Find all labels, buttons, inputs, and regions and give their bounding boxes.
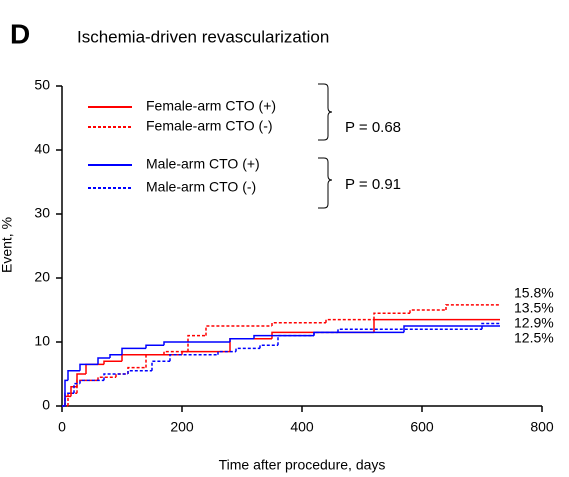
step-segment [97, 357, 110, 365]
step-segment [121, 354, 152, 362]
step-segment [97, 376, 116, 381]
p-value: P = 0.91 [345, 176, 401, 193]
step-segment [169, 354, 218, 362]
legend-label: Female-arm CTO (-) [146, 118, 273, 134]
x-axis-label: Time after procedure, days [219, 457, 386, 473]
step-segment [121, 347, 146, 355]
step-segment [67, 370, 80, 381]
step-segment [271, 322, 326, 326]
step-segment [403, 325, 500, 333]
step-segment [163, 341, 230, 346]
axes [61, 86, 542, 407]
step-segment [79, 363, 98, 371]
end-label: 15.8% [514, 285, 554, 301]
step-segment [229, 338, 254, 342]
step-segment [64, 379, 68, 406]
step-segment [145, 354, 164, 368]
step-segment [109, 354, 122, 358]
end-label: 13.5% [514, 300, 554, 316]
step-segment [325, 318, 374, 323]
legend-bracket [318, 83, 333, 209]
legend-label: Male-arm CTO (+) [146, 156, 260, 172]
x-tick-label: 0 [58, 419, 66, 435]
step-segment [217, 350, 236, 355]
step-segment [145, 344, 164, 349]
end-label: 12.9% [514, 315, 554, 331]
step-segment [187, 334, 206, 352]
step-segment [85, 363, 104, 374]
step-segment [235, 347, 260, 352]
p-value: P = 0.68 [345, 119, 401, 136]
end-label: 12.5% [514, 330, 554, 346]
step-segment [79, 379, 104, 384]
y-tick-label: 20 [34, 269, 50, 285]
y-tick-label: 40 [34, 141, 50, 157]
step-segment [259, 344, 278, 349]
step-segment [373, 312, 410, 320]
step-segment [409, 309, 446, 314]
step-segment [127, 370, 152, 374]
y-tick-label: 0 [42, 397, 50, 413]
x-tick-label: 200 [170, 419, 194, 435]
step-segment [445, 304, 500, 310]
y-axis-label: Event, % [0, 217, 15, 273]
y-tick-label: 50 [34, 77, 50, 93]
y-tick-label: 10 [34, 333, 50, 349]
step-segment [205, 325, 272, 336]
step-segment [277, 334, 314, 346]
step-segment [76, 379, 98, 394]
panel-label: D [10, 18, 30, 49]
x-tick-label: 600 [410, 419, 434, 435]
step-segment [103, 373, 128, 381]
y-tick-label: 30 [34, 205, 50, 221]
step-segment [337, 328, 482, 333]
step-segment [103, 360, 122, 365]
chart-title: Ischemia-driven revascularization [77, 27, 329, 46]
legend-label: Female-arm CTO (+) [146, 98, 276, 114]
step-segment [67, 392, 77, 406]
step-segment [151, 360, 170, 371]
step-segment [313, 331, 338, 336]
step-segment [481, 322, 500, 330]
x-tick-label: 800 [530, 419, 554, 435]
step-segment [64, 392, 74, 406]
x-tick-label: 400 [290, 419, 314, 435]
legend-label: Male-arm CTO (-) [146, 179, 256, 195]
step-segment [163, 350, 188, 355]
